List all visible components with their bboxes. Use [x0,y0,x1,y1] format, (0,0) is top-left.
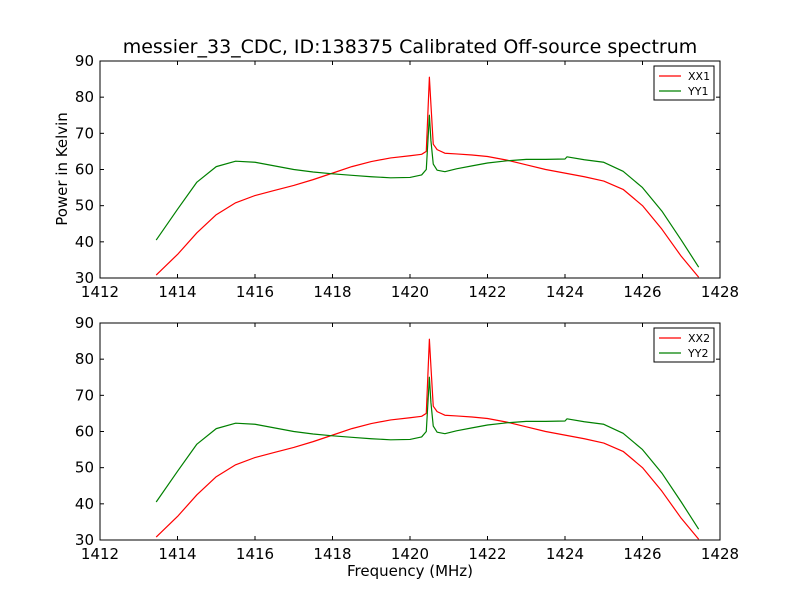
y-tick-label: 50 [75,197,94,215]
x-tick-label: 1416 [236,545,274,563]
y-tick-label: 30 [75,269,94,287]
x-tick-label: 1412 [81,545,119,563]
y-tick-label: 60 [75,161,94,179]
x-axis-label: Frequency (MHz) [347,562,473,580]
y-tick-label: 70 [75,386,94,404]
legend-box [653,65,715,101]
x-tick-label: 1418 [313,545,351,563]
x-tick-label: 1426 [623,283,661,301]
x-tick-label: 1428 [701,545,739,563]
legend-label-xx1: XX1 [688,70,710,83]
y-tick-label: 60 [75,423,94,441]
x-tick-label: 1414 [158,545,196,563]
series-line-yy1 [155,114,700,268]
bottom-panel: 1412 1414 1416 1418 1420 1422 1424 1426 1428 30 40… [75,314,739,563]
x-tick-label: 1422 [468,283,506,301]
series-line-yy2 [155,376,700,530]
x-tick-label: 1420 [391,545,429,563]
legend-label-yy1: YY1 [687,85,708,98]
legend-label-yy2: YY2 [687,347,708,360]
x-tick-label: 1422 [468,545,506,563]
x-tick-label: 1428 [701,283,739,301]
x-tick-label: 1426 [623,545,661,563]
y-axis-label: Power in Kelvin [53,112,71,226]
x-tick-label: 1412 [81,283,119,301]
y-tick-label: 80 [75,88,94,106]
y-tick-label: 30 [75,531,94,549]
y-tick-label: 40 [75,495,94,513]
y-tick-label: 50 [75,459,94,477]
y-tick-label: 90 [75,52,94,70]
y-tick-label: 70 [75,124,94,142]
x-tick-label: 1418 [313,283,351,301]
series-line-xx1 [155,76,700,278]
x-tick-label: 1414 [158,283,196,301]
legend-label-xx2: XX2 [688,332,710,345]
legend-box [653,327,715,363]
y-tick-label: 80 [75,350,94,368]
top-panel: 1412 1414 1416 1418 1420 1422 1424 1426 1428 30 40… [75,52,739,301]
x-tick-label: 1416 [236,283,274,301]
figure-title: messier_33_CDC, ID:138375 Calibrated Off… [123,36,698,58]
y-tick-label: 90 [75,314,94,332]
x-tick-label: 1420 [391,283,429,301]
x-tick-label: 1424 [546,283,584,301]
y-tick-label: 40 [75,233,94,251]
x-tick-label: 1424 [546,545,584,563]
series-line-xx2 [155,338,700,540]
